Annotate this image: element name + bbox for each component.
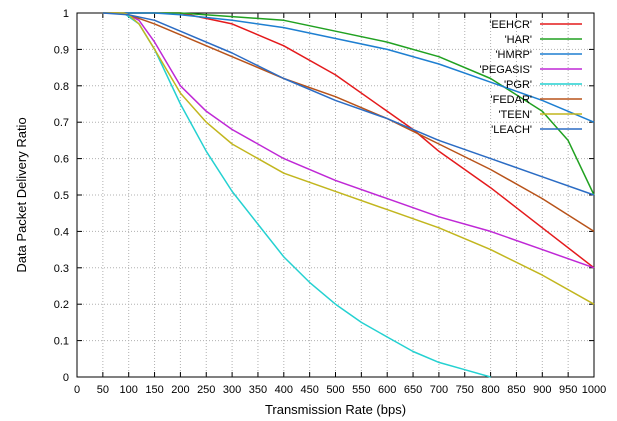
x-tick-label: 50 (97, 384, 109, 396)
legend-label-pgr: 'PGR' (504, 79, 532, 91)
series-line-har (102, 12, 595, 196)
series-line-hmrp (102, 12, 595, 123)
y-axis-title: Data Packet Delivery Ratio (14, 117, 29, 272)
x-tick-label: 150 (145, 384, 163, 396)
legend-label-eehcr: 'EEHCR' (489, 19, 532, 31)
x-tick-label: 550 (352, 384, 370, 396)
y-tick-label: 0.9 (54, 44, 69, 56)
y-tick-label: 0.7 (54, 117, 69, 129)
x-tick-label: 0 (74, 384, 80, 396)
x-tick-label: 400 (275, 384, 293, 396)
legend: 'EEHCR' 'HAR' 'HMRP' 'PEGASIS' 'PGR' 'FEDAR' '… (480, 19, 582, 136)
x-tick-label: 350 (249, 384, 267, 396)
y-tick-label: 0.6 (54, 154, 69, 166)
legend-label-teen: 'TEEN' (498, 109, 532, 121)
y-tick-label: 0 (63, 372, 69, 384)
x-tick-label: 300 (223, 384, 241, 396)
y-tick-label: 0.4 (54, 226, 69, 238)
x-axis-title: Transmission Rate (bps) (265, 402, 406, 417)
x-tick-label: 600 (378, 384, 396, 396)
x-tick-label: 1000 (582, 384, 606, 396)
x-tick-label: 200 (171, 384, 189, 396)
y-tick-label: 1 (63, 8, 69, 20)
grid-lines (77, 13, 594, 377)
x-tick-label: 900 (533, 384, 551, 396)
x-tick-label: 750 (456, 384, 474, 396)
x-tick-label: 250 (197, 384, 215, 396)
series-line-leach (102, 12, 595, 196)
y-tick-label: 0.1 (54, 336, 69, 348)
x-tick-label: 500 (326, 384, 344, 396)
x-tick-label: 650 (404, 384, 422, 396)
y-tick-label: 0.5 (54, 190, 69, 202)
x-tick-label: 450 (300, 384, 318, 396)
legend-label-leach: 'LEACH' (491, 124, 532, 136)
legend-label-fedar: 'FEDAR' (491, 94, 532, 106)
legend-label-hmrp: 'HMRP' (495, 49, 532, 61)
x-tick-label: 800 (481, 384, 499, 396)
legend-label-har: 'HAR' (505, 34, 532, 46)
series-lines (102, 12, 595, 378)
x-tick-label: 100 (120, 384, 138, 396)
y-tick-label: 0.3 (54, 263, 69, 275)
axis-ticks: 0 50 100 150 200 250 300 350 400 450 500 550 600 650 7… (54, 8, 607, 396)
x-tick-label: 850 (507, 384, 525, 396)
series-line-teen (102, 12, 595, 305)
x-tick-label: 700 (430, 384, 448, 396)
legend-label-pegasis: 'PEGASIS' (480, 64, 533, 76)
x-tick-label: 950 (559, 384, 577, 396)
y-tick-label: 0.2 (54, 299, 69, 311)
y-tick-label: 0.8 (54, 81, 69, 93)
